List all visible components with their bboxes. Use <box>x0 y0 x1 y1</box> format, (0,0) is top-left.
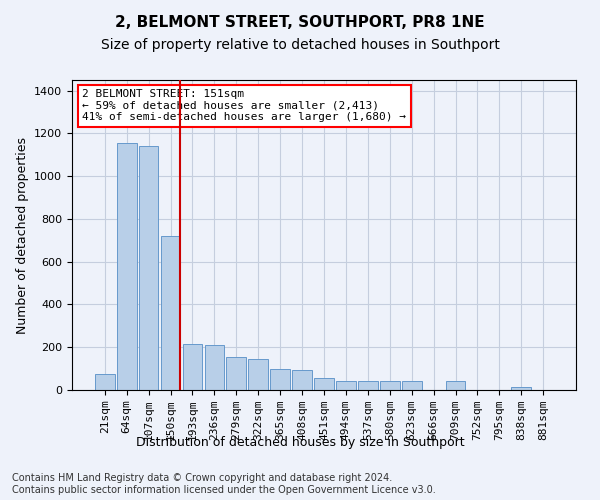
Bar <box>226 357 246 390</box>
Bar <box>117 143 137 390</box>
Bar <box>205 345 224 390</box>
Y-axis label: Number of detached properties: Number of detached properties <box>16 136 29 334</box>
Bar <box>314 378 334 390</box>
Bar <box>95 374 115 390</box>
Bar <box>446 382 466 390</box>
Bar <box>336 382 356 390</box>
Text: Contains HM Land Registry data © Crown copyright and database right 2024.
Contai: Contains HM Land Registry data © Crown c… <box>12 474 436 495</box>
Bar <box>292 370 312 390</box>
Bar <box>511 387 531 390</box>
Text: Size of property relative to detached houses in Southport: Size of property relative to detached ho… <box>101 38 499 52</box>
Bar <box>358 382 378 390</box>
Bar <box>248 359 268 390</box>
Text: 2 BELMONT STREET: 151sqm
← 59% of detached houses are smaller (2,413)
41% of sem: 2 BELMONT STREET: 151sqm ← 59% of detach… <box>82 90 406 122</box>
Bar <box>402 382 422 390</box>
Text: 2, BELMONT STREET, SOUTHPORT, PR8 1NE: 2, BELMONT STREET, SOUTHPORT, PR8 1NE <box>115 15 485 30</box>
Bar <box>270 368 290 390</box>
Bar <box>161 236 181 390</box>
Bar <box>182 344 202 390</box>
Text: Distribution of detached houses by size in Southport: Distribution of detached houses by size … <box>136 436 464 449</box>
Bar <box>380 382 400 390</box>
Bar <box>139 146 158 390</box>
